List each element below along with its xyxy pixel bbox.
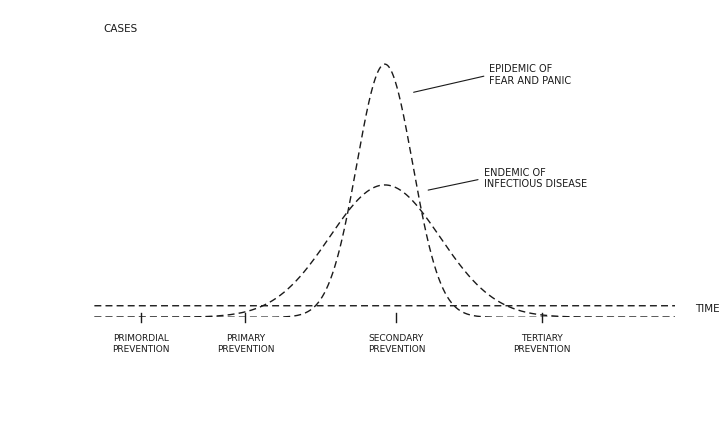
Text: EPIDEMIC OF
FEAR AND PANIC: EPIDEMIC OF FEAR AND PANIC: [414, 64, 571, 92]
Text: SECONDARY
PREVENTION: SECONDARY PREVENTION: [367, 334, 425, 354]
Text: TIME: TIME: [696, 304, 720, 313]
Text: CASES: CASES: [103, 24, 137, 34]
Text: ENDEMIC OF
INFECTIOUS DISEASE: ENDEMIC OF INFECTIOUS DISEASE: [428, 168, 587, 190]
Text: TERTIARY
PREVENTION: TERTIARY PREVENTION: [513, 334, 571, 354]
Text: PRIMARY
PREVENTION: PRIMARY PREVENTION: [216, 334, 274, 354]
Text: PRIMORDIAL
PREVENTION: PRIMORDIAL PREVENTION: [112, 334, 170, 354]
